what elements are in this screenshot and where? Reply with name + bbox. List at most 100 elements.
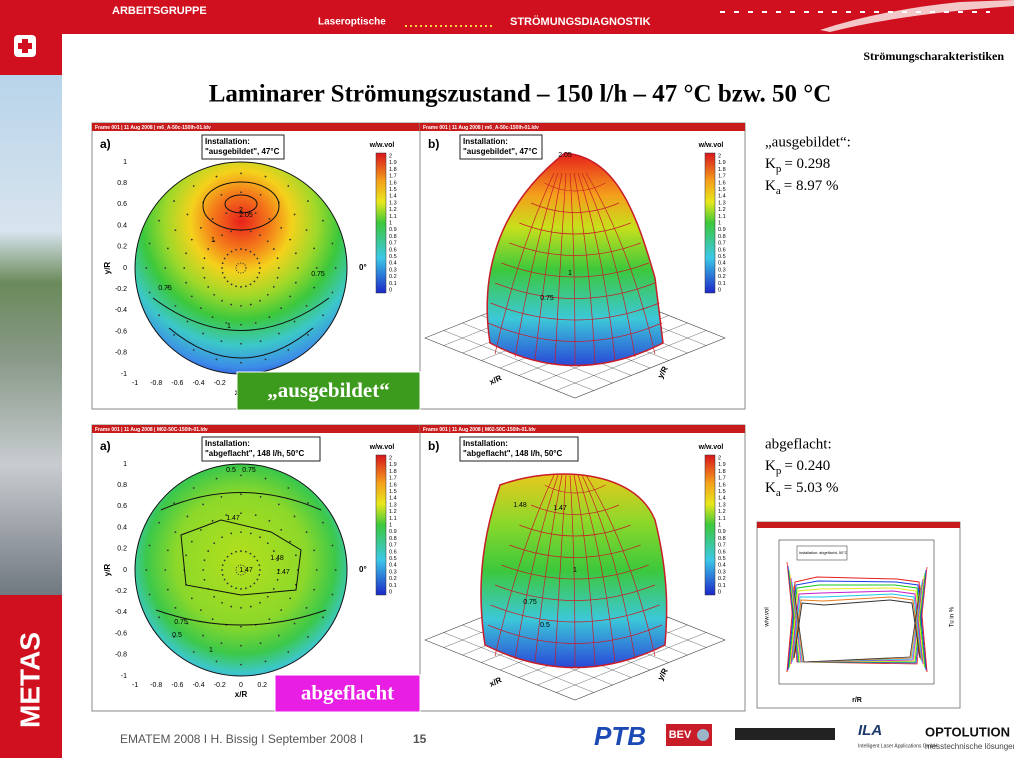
result-number: = 0.298 (784, 156, 830, 172)
colorbar-tick: 1.2 (718, 207, 726, 213)
measure-point (255, 322, 257, 324)
measure-point (185, 282, 187, 284)
measure-point (193, 487, 195, 489)
measure-point (212, 316, 214, 318)
measure-point (306, 531, 308, 533)
measure-point (278, 333, 280, 335)
installation-label: Installation: (463, 439, 508, 448)
x-tick-label: -1 (132, 682, 138, 689)
result-value: Kp= 0.240 (765, 458, 830, 476)
panel-frame-label: Frame 001 | 11 Aug 2008 | m6_A-50c-150lh… (95, 125, 211, 131)
measure-point (200, 307, 202, 309)
measure-point (267, 240, 269, 242)
colorbar-tick: 1.2 (389, 509, 397, 515)
measure-point (307, 200, 309, 202)
y-tick-label: -0.8 (115, 350, 127, 357)
measure-point (207, 248, 209, 250)
y-tick-label: 0.4 (117, 524, 127, 531)
colorbar-tick: 1.9 (389, 160, 397, 166)
panel-letter: a) (100, 137, 111, 151)
colorbar-tick: 1.3 (389, 502, 397, 508)
measure-point (295, 252, 297, 254)
colorbar-tick: 1.4 (389, 194, 397, 200)
result-label: „ausgebildet“: (765, 134, 851, 150)
colorbar-tick: 0.4 (389, 261, 397, 267)
measure-point (204, 277, 206, 279)
result-number: = 5.03 % (784, 480, 839, 496)
y-tick-label: -0.2 (115, 588, 127, 595)
side-label: METAS (14, 632, 45, 728)
colorbar-tick: 0.5 (718, 254, 726, 260)
measure-point (295, 554, 297, 556)
measure-point (231, 283, 233, 285)
measure-point (221, 194, 223, 196)
measure-point (167, 589, 169, 591)
measure-point (268, 520, 270, 522)
header-group: ARBEITSGRUPPE (112, 5, 207, 17)
mini-strip (757, 522, 960, 528)
colorbar-tick: 1.6 (389, 180, 397, 186)
colorbar (376, 153, 386, 293)
y-tick-label: 0 (123, 567, 127, 574)
measure-point (287, 487, 289, 489)
colorbar-tick: 0 (389, 589, 392, 595)
y-tick-label: 0.2 (117, 546, 127, 553)
measure-point (250, 251, 252, 253)
colorbar-tick: 0.1 (718, 281, 726, 287)
contour-label: 1 (573, 567, 577, 574)
installation-condition: "ausgebildet", 47°C (205, 147, 280, 156)
measure-point (240, 645, 242, 647)
y-tick-label: -0.2 (115, 286, 127, 293)
measure-point (260, 496, 262, 498)
measure-point (221, 234, 223, 236)
measure-point (235, 285, 237, 287)
colorbar-tick: 2 (718, 153, 721, 159)
measure-point (187, 214, 189, 216)
measure-point (240, 343, 242, 345)
colorbar-tick: 0.2 (389, 274, 397, 280)
measure-point (289, 295, 291, 297)
colorbar-tick: 0.6 (718, 549, 726, 555)
colorbar-tick: 0.9 (718, 227, 726, 233)
measure-point (193, 185, 195, 187)
measure-point (313, 248, 315, 250)
measure-point (260, 642, 262, 644)
measure-point (202, 267, 204, 269)
colorbar-tick: 1.4 (389, 496, 397, 502)
measure-point (294, 214, 296, 216)
colorbar-tick: 0.2 (718, 576, 726, 582)
measure-point (145, 569, 147, 571)
measure-point (231, 553, 233, 555)
measure-point (230, 231, 232, 233)
measure-point (240, 588, 242, 590)
measure-point (250, 533, 252, 535)
colorbar (376, 455, 386, 595)
measure-point (278, 635, 280, 637)
measure-point (250, 231, 252, 233)
logo-bar (735, 728, 835, 740)
measure-point (258, 564, 260, 566)
colorbar-label: w/w.vol (369, 142, 395, 149)
measure-point (240, 493, 242, 495)
measure-point (240, 474, 242, 476)
measure-point (313, 550, 315, 552)
measure-point (240, 626, 242, 628)
colorbar-tick: 0.8 (718, 536, 726, 542)
measure-point (240, 248, 242, 250)
measure-point (268, 316, 270, 318)
measure-point (295, 282, 297, 284)
installation-condition: "abgeflacht", 148 l/h, 50°C (463, 449, 562, 458)
y-tick-label: 0.8 (117, 482, 127, 489)
measure-point (185, 554, 187, 556)
mini-y-label: w/w.vol (765, 607, 771, 627)
measure-point (185, 252, 187, 254)
measure-point (259, 569, 261, 571)
measure-point (158, 220, 160, 222)
colorbar-tick: 0.2 (718, 274, 726, 280)
measure-point (240, 531, 242, 533)
measure-point (294, 321, 296, 323)
measure-point (322, 220, 324, 222)
measure-point (164, 267, 166, 269)
measure-point (240, 512, 242, 514)
y-axis-label: y/R (103, 262, 112, 275)
